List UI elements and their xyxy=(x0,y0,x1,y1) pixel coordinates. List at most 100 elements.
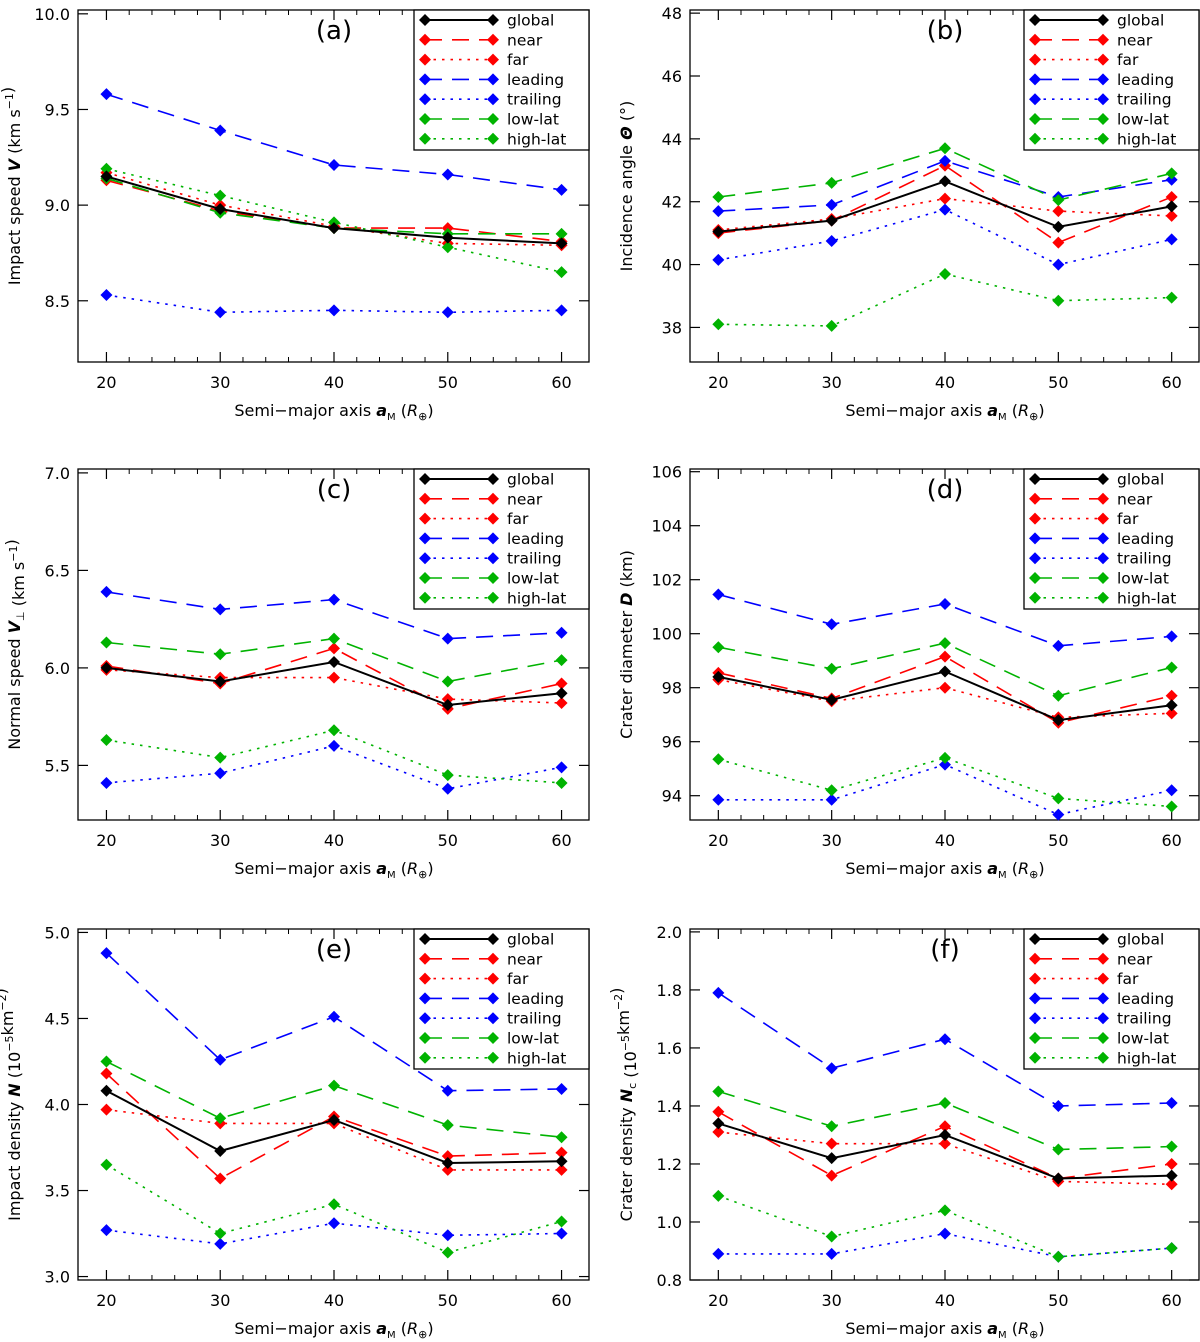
data-point-low-lat xyxy=(214,648,227,661)
data-point-low-lat xyxy=(712,191,725,203)
legend-marker-far xyxy=(487,53,499,66)
chart-panel-f: 20 30 40 50 60 0.8 1.0 1.2 1.4 1.6 1.8 2.0 Semi−majo… xyxy=(607,923,1200,1341)
x-tick-label: 60 xyxy=(1161,831,1181,850)
data-point-trailing xyxy=(100,289,113,302)
legend-label-near: near xyxy=(507,950,543,968)
series-line-near xyxy=(718,164,1172,244)
y-tick-label: 104 xyxy=(651,517,682,536)
data-point-trailing xyxy=(441,782,454,795)
data-point-near xyxy=(1052,236,1065,249)
data-point-trailing xyxy=(939,758,951,771)
data-point-far xyxy=(1052,205,1065,218)
data-point-leading xyxy=(1052,1099,1065,1112)
chart-panel-a: 20 30 40 50 60 8.5 9.0 9.5 10.0 Semi−major axis a… xyxy=(0,5,590,423)
data-point-low-lat xyxy=(555,1131,568,1144)
legend-label-high-lat: high-lat xyxy=(507,1049,566,1067)
legend-marker-near xyxy=(1097,33,1109,46)
legend-label-low-lat: low-lat xyxy=(1117,111,1169,129)
data-point-leading xyxy=(712,986,725,999)
legend-marker-trailing xyxy=(1029,1012,1041,1025)
data-point-trailing xyxy=(555,761,568,774)
legend-label-low-lat: low-lat xyxy=(507,1030,559,1048)
legend-marker-low-lat xyxy=(419,113,431,125)
y-tick-label: 98 xyxy=(662,679,682,698)
legend-marker-trailing xyxy=(1097,552,1109,565)
y-tick-label: 46 xyxy=(662,67,682,86)
data-point-trailing xyxy=(100,1224,113,1237)
x-tick-label: 60 xyxy=(1161,373,1181,392)
legend-label-low-lat: low-lat xyxy=(507,111,559,129)
legend-marker-global xyxy=(419,14,431,26)
legend-label-far: far xyxy=(1117,970,1139,988)
legend-label-trailing: trailing xyxy=(1117,550,1172,568)
x-tick-label: 50 xyxy=(438,831,458,850)
y-tick-label: 1.8 xyxy=(657,981,682,1000)
legend-marker-global xyxy=(1029,473,1041,485)
data-point-global xyxy=(214,675,227,688)
legend-marker-high-lat xyxy=(1097,1051,1109,1064)
y-tick-label: 0.8 xyxy=(657,1271,682,1290)
data-point-near xyxy=(939,650,951,663)
chart-panel-e: 20 30 40 50 60 3.0 3.5 4.0 4.5 5.0 Semi−major axis… xyxy=(0,923,590,1341)
x-tick-label: 20 xyxy=(96,1291,116,1310)
legend-marker-far xyxy=(419,512,431,525)
x-tick-label: 40 xyxy=(324,1291,344,1310)
data-point-low-lat xyxy=(939,1097,951,1110)
legend-marker-far xyxy=(419,972,431,985)
data-point-leading xyxy=(939,1033,951,1046)
data-point-global xyxy=(328,222,340,235)
data-point-trailing xyxy=(441,1229,454,1242)
data-point-global xyxy=(712,1117,725,1130)
legend-marker-global xyxy=(1097,14,1109,26)
series-line-far xyxy=(106,171,562,247)
y-tick-label: 44 xyxy=(662,130,682,149)
data-point-high-lat xyxy=(441,769,454,782)
legend-label-global: global xyxy=(507,471,554,489)
legend-marker-far xyxy=(487,512,499,525)
legend-marker-trailing xyxy=(419,1012,431,1025)
data-point-near xyxy=(1165,689,1178,702)
y-tick-label: 40 xyxy=(662,256,682,275)
legend-marker-leading xyxy=(419,73,431,86)
legend-marker-low-lat xyxy=(487,113,499,125)
data-point-low-lat xyxy=(825,662,838,675)
data-point-global xyxy=(328,656,340,669)
y-axis-label: Normal speed V⊥ (km s−1) xyxy=(2,539,28,749)
legend-label-trailing: trailing xyxy=(507,1010,562,1028)
y-tick-label: 1.2 xyxy=(657,1155,682,1174)
legend-marker-high-lat xyxy=(1029,1051,1041,1064)
legend-label-high-lat: high-lat xyxy=(1117,589,1176,607)
x-tick-label: 50 xyxy=(438,1291,458,1310)
x-tick-label: 30 xyxy=(821,831,841,850)
y-tick-label: 102 xyxy=(651,571,682,590)
data-point-trailing xyxy=(214,767,227,780)
data-point-far xyxy=(939,1137,951,1150)
series-line-leading xyxy=(718,160,1172,212)
legend-box xyxy=(413,928,590,1070)
data-point-global xyxy=(555,687,568,700)
data-point-far xyxy=(939,681,951,694)
legend-marker-far xyxy=(1097,972,1109,985)
data-point-low-lat xyxy=(939,142,951,155)
data-point-leading xyxy=(1052,639,1065,652)
legend-marker-high-lat xyxy=(1029,132,1041,145)
series-line-near xyxy=(718,655,1172,724)
data-point-global xyxy=(1165,1169,1178,1182)
data-point-global xyxy=(939,1128,951,1141)
legend-marker-high-lat xyxy=(1029,591,1041,604)
data-point-high-lat xyxy=(1052,1250,1065,1263)
x-tick-label: 20 xyxy=(96,831,116,850)
x-axis-label: Semi−major axis aM (R⊕) xyxy=(845,1319,1044,1341)
data-point-trailing xyxy=(214,1237,227,1250)
data-point-trailing xyxy=(100,776,113,789)
chart-panel-b: 20 30 40 50 60 38 40 42 44 46 48 Semi−major axis aM… xyxy=(617,4,1200,423)
legend-label-low-lat: low-lat xyxy=(1117,570,1169,588)
x-tick-label: 40 xyxy=(324,373,344,392)
legend-label-low-lat: low-lat xyxy=(507,570,559,588)
x-tick-label: 30 xyxy=(210,373,230,392)
data-point-leading xyxy=(555,1083,568,1096)
y-tick-label: 42 xyxy=(662,193,682,212)
data-point-low-lat xyxy=(100,1055,113,1068)
legend-label-leading: leading xyxy=(507,530,564,548)
